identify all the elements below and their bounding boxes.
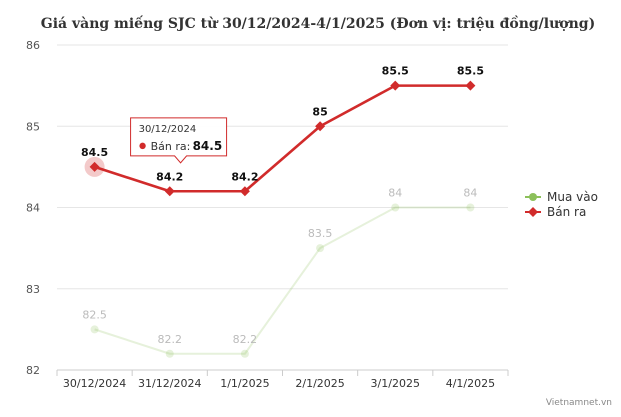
series-0-data-label-4: 84 xyxy=(388,187,402,200)
series-0-point-5 xyxy=(466,203,475,212)
y-tick-label-84: 84 xyxy=(26,202,40,215)
chart-title: Giá vàng miếng SJC từ 30/12/2024-4/1/202… xyxy=(41,14,595,32)
series-layer xyxy=(84,80,476,358)
series-0-point-4 xyxy=(391,203,400,212)
y-tick-label-85: 85 xyxy=(26,120,40,133)
tooltip-series-name: Bán ra: xyxy=(151,140,191,153)
series-0-data-label-1: 82.2 xyxy=(158,333,183,346)
series-1-data-label-4: 85.5 xyxy=(382,65,409,78)
legend-item-0-label: Mua vào xyxy=(547,190,598,204)
series-1-point-2 xyxy=(239,186,250,197)
series-1-data-label-5: 85.5 xyxy=(457,65,484,78)
series-0-data-label-2: 82.2 xyxy=(233,333,258,346)
series-1-data-label-1: 84.2 xyxy=(156,170,183,183)
tooltip: 30/12/2024 Bán ra: 84.5 xyxy=(130,117,228,164)
legend-item-1-label: Bán ra xyxy=(547,205,586,219)
tooltip-value: 84.5 xyxy=(193,139,223,153)
x-tick-label-0: 30/12/2024 xyxy=(63,377,126,390)
x-axis: 30/12/2024 31/12/2024 1/1/2025 2/1/2025 3/1/… xyxy=(56,369,509,390)
series-0-point-1 xyxy=(165,349,174,358)
series-1-data-label-2: 84.2 xyxy=(231,170,258,183)
series-1-point-3 xyxy=(315,121,326,132)
x-tick-label-4: 3/1/2025 xyxy=(371,377,420,390)
series-1-point-1 xyxy=(164,186,175,197)
y-tick-label-86: 86 xyxy=(26,39,40,52)
series-0-data-label-0: 82.5 xyxy=(82,308,107,321)
series-1-point-0 xyxy=(89,161,100,172)
y-axis: 82 83 84 85 86 xyxy=(26,39,40,377)
series-0-point-0 xyxy=(90,325,99,334)
tooltip-date: 30/12/2024 xyxy=(139,124,197,135)
tooltip-box xyxy=(130,117,228,164)
y-tick-label-83: 83 xyxy=(26,283,40,296)
x-tick-label-1: 31/12/2024 xyxy=(138,377,201,390)
series-1-point-4 xyxy=(390,80,401,91)
legend-item-0-marker xyxy=(529,193,537,201)
series-0-point-2 xyxy=(240,349,249,358)
series-0-line xyxy=(94,206,471,355)
series-1-line xyxy=(94,84,471,193)
series-0-point-3 xyxy=(316,244,325,253)
series-1-data-label-3: 85 xyxy=(312,105,327,118)
series-0-data-label-3: 83.5 xyxy=(308,227,333,240)
series-1-data-label-0: 84.5 xyxy=(81,146,108,159)
legend-item-1-marker xyxy=(528,207,538,217)
tooltip-dot xyxy=(139,142,146,150)
series-1-point-5 xyxy=(465,80,476,91)
y-tick-label-82: 82 xyxy=(26,364,40,377)
x-tick-label-5: 4/1/2025 xyxy=(446,377,495,390)
x-tick-label-3: 2/1/2025 xyxy=(295,377,344,390)
series-0-data-label-5: 84 xyxy=(463,187,477,200)
credit-text: Vietnamnet.vn xyxy=(546,398,612,408)
data-labels: 82.5 82.2 82.2 83.5 84 84 84.5 84.2 84.2 85 85.5 85… xyxy=(81,65,484,346)
x-tick-label-2: 1/1/2025 xyxy=(220,377,269,390)
